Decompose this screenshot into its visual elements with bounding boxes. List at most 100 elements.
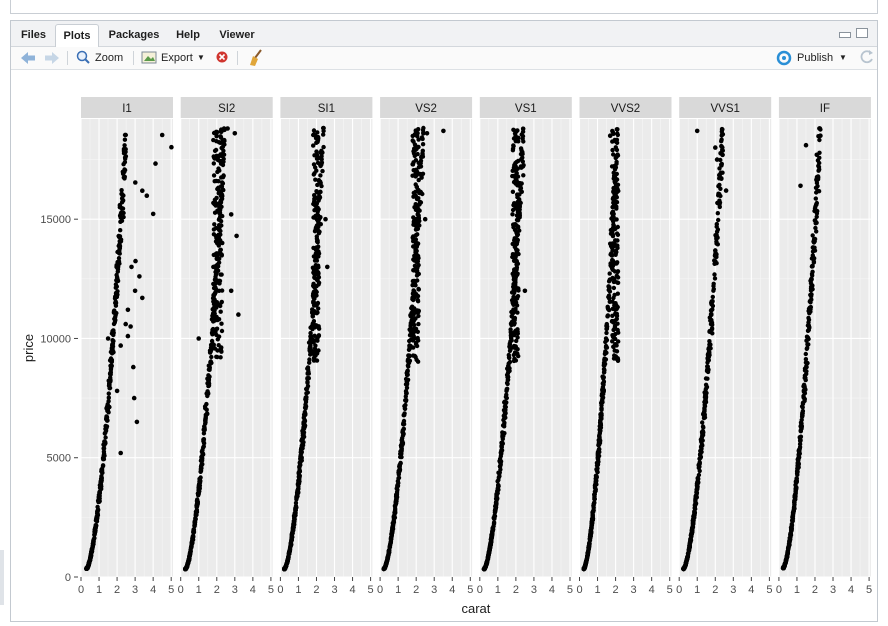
data-point	[515, 310, 520, 315]
data-point	[97, 493, 102, 498]
data-point	[592, 496, 597, 502]
tab-plots[interactable]: Plots	[55, 24, 99, 47]
data-point	[307, 340, 313, 346]
data-point	[614, 204, 619, 209]
refresh-icon[interactable]	[859, 47, 875, 69]
broom-clear-icon[interactable]	[247, 47, 265, 69]
tab-help[interactable]: Help	[176, 29, 200, 41]
tab-packages[interactable]: Packages	[108, 29, 160, 41]
data-point	[505, 366, 510, 371]
data-point	[205, 389, 210, 394]
data-point	[519, 189, 524, 194]
data-point	[512, 258, 517, 263]
data-point	[599, 407, 604, 413]
data-point	[414, 268, 420, 273]
data-point	[610, 129, 615, 135]
data-point	[605, 314, 610, 319]
data-point	[511, 294, 516, 300]
data-point	[316, 333, 321, 339]
toolbar-separator	[133, 51, 134, 65]
data-point	[110, 338, 115, 343]
x-tick-label: 1	[295, 584, 301, 596]
facet-strip-label: VVS2	[611, 103, 640, 115]
forward-arrow-icon[interactable]	[43, 47, 61, 69]
data-point	[108, 367, 114, 372]
data-point	[498, 459, 504, 464]
data-point	[394, 498, 399, 503]
left-pane-edge	[0, 550, 4, 605]
toolbar-separator	[67, 51, 68, 65]
data-point	[128, 324, 133, 329]
data-point	[200, 447, 205, 453]
y-tick-label: 15000	[40, 214, 71, 226]
data-point	[800, 413, 805, 418]
data-point	[404, 385, 410, 390]
data-point	[700, 420, 705, 425]
data-point	[118, 450, 123, 456]
data-point	[106, 395, 112, 400]
tab-files[interactable]: Files	[20, 29, 47, 41]
data-point	[218, 140, 223, 145]
x-tick-label: 0	[776, 584, 782, 596]
data-point	[789, 523, 794, 529]
zoom-button[interactable]: Zoom	[75, 47, 127, 69]
data-point	[213, 272, 219, 277]
data-point	[308, 334, 313, 339]
remove-plot-icon[interactable]	[215, 47, 231, 69]
data-point	[296, 478, 301, 483]
data-point	[611, 279, 617, 285]
minimize-icon[interactable]	[839, 32, 851, 38]
data-point	[218, 129, 224, 134]
data-point	[211, 173, 217, 178]
data-point	[692, 510, 697, 515]
x-axis-label: carat	[461, 601, 490, 616]
data-point	[98, 480, 103, 485]
data-point	[125, 307, 131, 313]
data-point	[316, 282, 321, 287]
data-point	[290, 534, 295, 540]
export-button[interactable]: Export ▼	[141, 47, 207, 69]
x-tick-label: 5	[467, 584, 473, 596]
data-point	[415, 204, 420, 210]
data-point	[808, 298, 813, 303]
tab-viewer[interactable]: Viewer	[219, 29, 255, 41]
data-point	[515, 351, 520, 356]
data-point	[220, 144, 226, 149]
x-tick-label: 3	[830, 584, 836, 596]
data-point	[312, 346, 318, 351]
data-point	[590, 514, 595, 519]
data-point	[794, 476, 799, 481]
data-point	[601, 369, 607, 375]
data-point	[213, 329, 218, 334]
data-point	[116, 256, 122, 261]
data-point	[809, 286, 814, 292]
chevron-down-icon: ▼	[197, 53, 205, 62]
data-point	[682, 565, 687, 571]
data-point	[704, 384, 710, 390]
data-point	[511, 322, 517, 327]
data-point	[220, 181, 226, 186]
data-point	[116, 233, 121, 239]
data-point	[218, 346, 223, 351]
x-tick-label: 4	[848, 584, 854, 596]
data-point	[706, 358, 711, 363]
maximize-icon[interactable]	[856, 28, 868, 38]
data-point	[214, 178, 219, 184]
data-point	[511, 179, 517, 185]
publish-button[interactable]: Publish ▼	[775, 47, 851, 69]
data-point	[609, 266, 615, 271]
export-image-icon	[141, 51, 157, 64]
x-tick-label: 0	[676, 584, 682, 596]
data-point	[814, 229, 819, 234]
data-point	[693, 494, 698, 499]
back-arrow-icon[interactable]	[19, 47, 37, 69]
data-point	[402, 411, 407, 416]
data-point	[601, 382, 606, 387]
x-tick-label: 0	[477, 584, 483, 596]
data-point	[799, 422, 804, 427]
data-point	[602, 361, 607, 366]
data-point	[413, 227, 419, 232]
data-point	[805, 345, 810, 351]
data-point	[511, 316, 516, 321]
data-point	[416, 165, 422, 170]
